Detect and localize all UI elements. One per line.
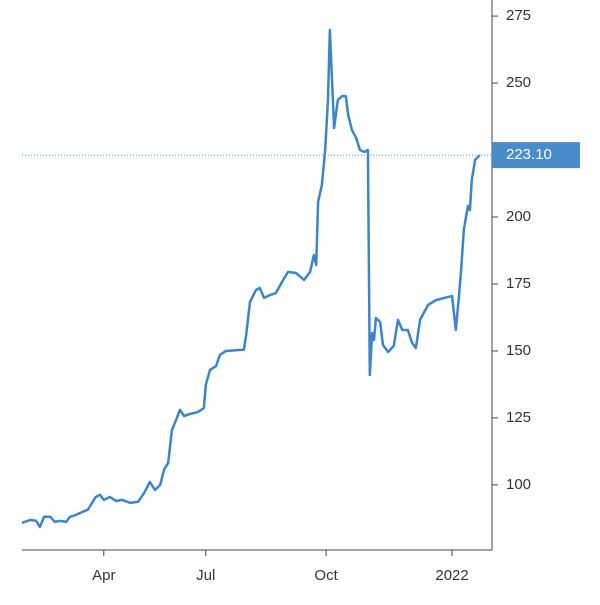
x-tick-label: 2022 — [435, 567, 468, 584]
y-tick-label: 100 — [506, 476, 531, 493]
last-value-box — [492, 142, 580, 169]
x-tick-label: Oct — [314, 567, 338, 584]
y-tick-label: 275 — [506, 7, 531, 24]
price-line — [21, 28, 481, 529]
x-tick-label: Jul — [196, 567, 215, 584]
y-tick-label: 200 — [506, 208, 531, 225]
y-tick-label: 125 — [506, 409, 531, 426]
x-tick-label: Apr — [92, 567, 115, 584]
last-value-label: 223.10 — [506, 146, 552, 163]
y-tick-label: 175 — [506, 275, 531, 292]
y-tick-label: 250 — [506, 74, 531, 91]
y-tick-label: 150 — [506, 342, 531, 359]
